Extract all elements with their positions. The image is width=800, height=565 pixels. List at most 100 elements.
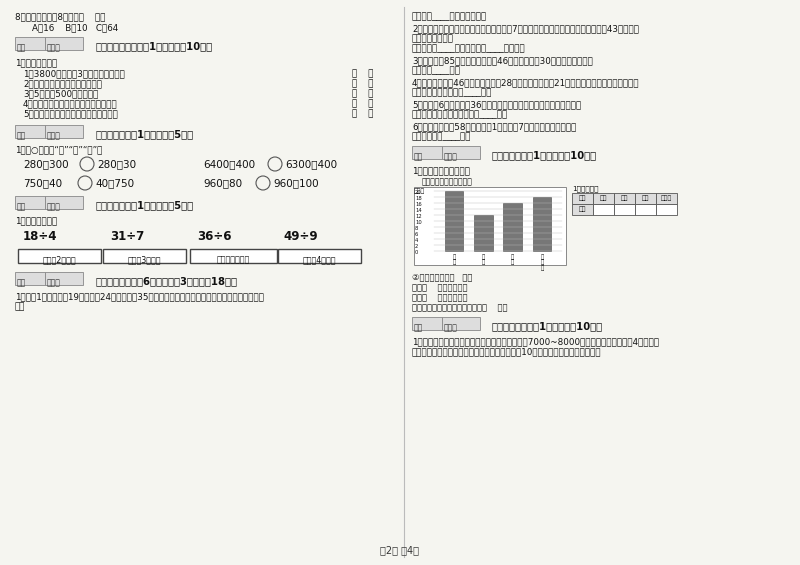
Text: 答：还剩____听。: 答：还剩____听。 <box>412 66 461 75</box>
Text: 得分: 得分 <box>414 152 423 161</box>
Text: ②二年级一共有（   ）人: ②二年级一共有（ ）人 <box>412 273 472 282</box>
Bar <box>593 193 614 204</box>
Text: 参加（    ）的人数最多: 参加（ ）的人数最多 <box>412 283 467 292</box>
Text: 评卷人: 评卷人 <box>47 131 61 140</box>
Text: 2．三位数不一定都比四位数小。: 2．三位数不一定都比四位数小。 <box>23 79 102 88</box>
Bar <box>474 215 493 251</box>
Text: 球: 球 <box>541 265 544 271</box>
Text: 1．一个保险筱的密码是一个四位数，它的大小在7000~8000之间，百位上的数字是4，十位上: 1．一个保险筱的密码是一个四位数，它的大小在7000~8000之间，百位上的数字… <box>412 337 659 346</box>
Bar <box>412 146 442 159</box>
Bar <box>572 193 593 204</box>
Bar <box>656 193 677 204</box>
Text: 参加乒乓球的比参加围棋字约多（    ）人: 参加乒乓球的比参加围棋字约多（ ）人 <box>412 303 507 312</box>
Text: 读: 读 <box>482 259 485 265</box>
Text: 280＋30: 280＋30 <box>97 159 136 169</box>
Bar <box>45 125 83 138</box>
Text: 十、综合题（共1大题，共计10分）: 十、综合题（共1大题，共计10分） <box>492 150 597 160</box>
Bar <box>15 196 45 209</box>
Text: A．16    B．10   C．64: A．16 B．10 C．64 <box>21 23 118 32</box>
Bar <box>45 196 83 209</box>
Text: 来有多少个学生？: 来有多少个学生？ <box>412 34 454 43</box>
Text: 3．5千米与500米一样长。: 3．5千米与500米一样长。 <box>23 89 98 98</box>
Text: 31÷7: 31÷7 <box>110 230 144 243</box>
Text: 280＋300: 280＋300 <box>23 159 69 169</box>
Text: 美木: 美木 <box>642 195 650 201</box>
Text: 6300－400: 6300－400 <box>285 159 337 169</box>
Text: 得分: 得分 <box>17 131 26 140</box>
Text: 十一、附加题（共1大题，共计10分）: 十一、附加题（共1大题，共计10分） <box>492 321 603 331</box>
Text: 棋: 棋 <box>452 259 455 265</box>
Text: 木: 木 <box>511 259 514 265</box>
Text: 围: 围 <box>452 254 455 259</box>
Bar <box>278 249 361 263</box>
Text: 5．早晨面向太阳，后面是西，左面北。: 5．早晨面向太阳，后面是西，左面北。 <box>23 109 118 118</box>
Text: 评卷人: 评卷人 <box>444 323 458 332</box>
Text: 余数是4的算式: 余数是4的算式 <box>302 255 336 264</box>
Text: 2: 2 <box>415 244 418 249</box>
Text: 4．读数和写数都是从最高位开始读写。: 4．读数和写数都是从最高位开始读写。 <box>23 99 118 108</box>
Bar <box>656 204 677 215</box>
Bar <box>593 204 614 215</box>
Text: 10: 10 <box>415 219 422 224</box>
Bar <box>103 249 186 263</box>
Bar <box>533 197 551 251</box>
Bar <box>635 193 656 204</box>
Text: 4．水果店有水果46筐，上午卖出去28筐，下午又运进来21筐，水果店现在有水果多少筐？: 4．水果店有水果46筐，上午卖出去28筐，下午又运进来21筐，水果店现在有水果多… <box>412 78 640 87</box>
Bar <box>190 249 277 263</box>
Text: 参加（    ）的人数最少: 参加（ ）的人数最少 <box>412 293 467 302</box>
Text: 项目: 项目 <box>578 195 586 201</box>
Bar <box>45 272 83 285</box>
Text: （    ）: （ ） <box>352 79 374 88</box>
Text: 1．在○里填上“＜”“＞”“＝”。: 1．在○里填上“＜”“＞”“＝”。 <box>15 145 102 154</box>
Text: 阅读: 阅读 <box>621 195 628 201</box>
Text: 余数是2的算式: 余数是2的算式 <box>42 255 76 264</box>
Text: 六、比一比（共1大题，共计5分）: 六、比一比（共1大题，共计5分） <box>95 129 193 139</box>
Bar <box>414 187 566 265</box>
Text: 4: 4 <box>415 237 418 242</box>
Text: 阅: 阅 <box>482 254 485 259</box>
Text: 0: 0 <box>415 250 418 254</box>
Text: 八、解决问题（共6小题，每颙3分，共计18分）: 八、解决问题（共6小题，每颙3分，共计18分） <box>95 276 237 286</box>
Bar <box>18 249 101 263</box>
Text: 16: 16 <box>415 202 422 206</box>
Text: 1．二（1）班有男生19人，女生24人，一共有35个苹果，如果每人分一个苹果，有多少人分不到苹: 1．二（1）班有男生19人，女生24人，一共有35个苹果，如果每人分一个苹果，有… <box>15 292 264 301</box>
Text: 评卷人: 评卷人 <box>444 152 458 161</box>
Text: 余数是3的算式: 余数是3的算式 <box>128 255 162 264</box>
Text: 8: 8 <box>415 225 418 231</box>
Text: 人数: 人数 <box>578 206 586 212</box>
Text: 18÷4: 18÷4 <box>23 230 58 243</box>
Text: 第2页 兲4页: 第2页 兲4页 <box>381 545 419 555</box>
Bar <box>614 193 635 204</box>
Bar <box>614 204 635 215</box>
Text: 3．食品店有85听可乐，上午卖了46听，下午卖了30听，还剩多少听？: 3．食品店有85听可乐，上午卖了46听，下午卖了30听，还剩多少听？ <box>412 56 593 65</box>
Text: （    ）: （ ） <box>352 109 374 118</box>
Text: 1．我知道对错。: 1．我知道对错。 <box>15 58 58 67</box>
Text: 8．两个乘数都是8，积是（    ）。: 8．两个乘数都是8，积是（ ）。 <box>15 12 106 21</box>
Text: 14: 14 <box>415 207 422 212</box>
Text: 2．操场上有一群学生又来了男生，女生呗7人，新来了多少学生？现在操场上共有43个学生原: 2．操场上有一群学生又来了男生，女生呗7人，新来了多少学生？现在操场上共有43个… <box>412 24 639 33</box>
Bar <box>635 204 656 215</box>
Text: 6400－400: 6400－400 <box>203 159 255 169</box>
Text: 美: 美 <box>511 254 514 259</box>
Bar <box>15 272 45 285</box>
Text: 1．用线连一连。: 1．用线连一连。 <box>15 216 58 225</box>
Text: 得分: 得分 <box>17 278 26 287</box>
Text: 没有余数的算式: 没有余数的算式 <box>217 255 250 264</box>
Text: 七、连一连（共1大题，共计5分）: 七、连一连（共1大题，共计5分） <box>95 200 193 210</box>
Text: 评卷人: 评卷人 <box>47 43 61 52</box>
Text: 答：新来了____学生，原来有____个学生。: 答：新来了____学生，原来有____个学生。 <box>412 44 526 53</box>
Text: 12: 12 <box>415 214 422 219</box>
Text: （人）: （人） <box>414 188 426 194</box>
Text: （    ）: （ ） <box>352 89 374 98</box>
Bar <box>15 125 45 138</box>
Text: 960－100: 960－100 <box>273 178 318 188</box>
Text: 49÷9: 49÷9 <box>283 230 318 243</box>
Text: 40＋750: 40＋750 <box>95 178 134 188</box>
Text: 1请填写下表: 1请填写下表 <box>572 185 598 192</box>
Text: 得分: 得分 <box>17 202 26 211</box>
Text: 18: 18 <box>415 195 422 201</box>
Bar <box>45 37 83 50</box>
Bar <box>503 203 522 251</box>
Text: 750＋40: 750＋40 <box>23 178 62 188</box>
Text: 评卷人: 评卷人 <box>47 202 61 211</box>
